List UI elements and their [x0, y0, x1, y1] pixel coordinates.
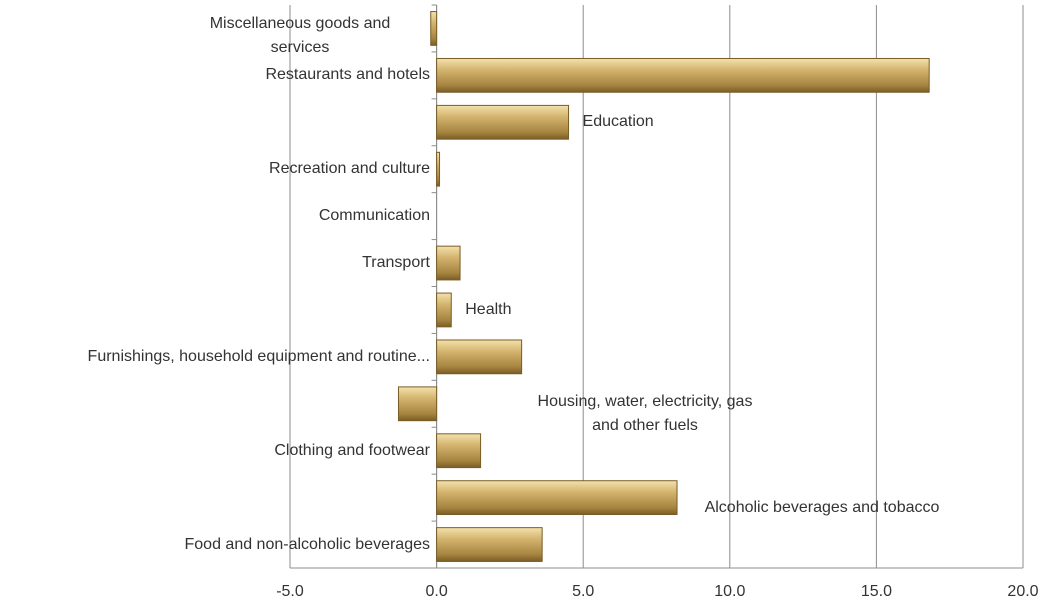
category-label: Furnishings, household equipment and rou… — [87, 347, 430, 365]
bar — [436, 480, 678, 516]
bar — [436, 339, 523, 375]
bar — [436, 245, 461, 281]
bar — [436, 433, 482, 469]
category-label: Restaurants and hotels — [265, 66, 430, 84]
bar — [436, 104, 570, 140]
bar — [430, 11, 438, 46]
x-tick-label: 0.0 — [425, 583, 447, 600]
category-label: Health — [465, 300, 512, 318]
category-label: Transport — [362, 254, 430, 272]
bar — [436, 292, 452, 328]
category-label: Alcoholic beverages and tobacco — [704, 498, 940, 516]
x-tick-label: 20.0 — [1007, 583, 1038, 600]
category-label: Food and non-alcoholic beverages — [184, 535, 431, 553]
x-tick-label: 5.0 — [572, 583, 594, 600]
bar — [436, 151, 441, 187]
category-label: Education — [582, 113, 654, 131]
category-label: Housing, water, electricity, gas and oth… — [537, 392, 753, 434]
x-tick-label: 10.0 — [714, 583, 745, 600]
bar — [436, 527, 543, 562]
category-label: Communication — [318, 207, 430, 225]
bar — [436, 57, 930, 93]
x-tick-label: -5.0 — [276, 583, 304, 600]
bar — [397, 386, 438, 422]
category-label: Recreation and culture — [269, 160, 430, 178]
category-label: Miscellaneous goods and services — [209, 15, 391, 57]
x-tick-label: 15.0 — [861, 583, 892, 600]
category-label: Clothing and footwear — [274, 441, 430, 459]
